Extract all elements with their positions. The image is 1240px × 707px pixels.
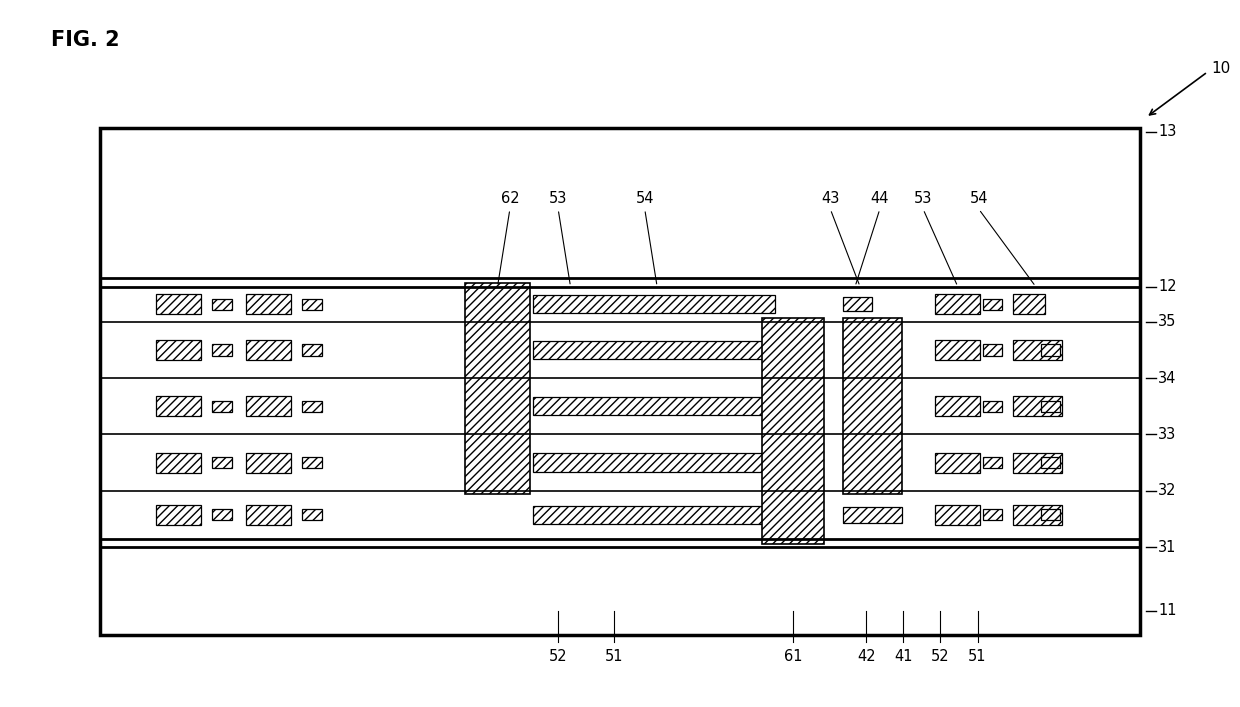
Bar bbox=[156, 397, 201, 416]
Bar bbox=[212, 457, 232, 468]
Bar bbox=[247, 340, 291, 360]
Bar bbox=[212, 509, 232, 520]
Bar bbox=[156, 340, 201, 360]
Bar bbox=[303, 344, 322, 356]
Text: 61: 61 bbox=[784, 649, 802, 665]
Bar bbox=[982, 509, 1002, 520]
Text: 35: 35 bbox=[1158, 315, 1177, 329]
Bar bbox=[843, 507, 901, 522]
Text: 41: 41 bbox=[894, 649, 913, 665]
Bar bbox=[156, 452, 201, 472]
Bar bbox=[1040, 457, 1060, 468]
Bar bbox=[982, 457, 1002, 468]
Text: 11: 11 bbox=[1158, 603, 1177, 618]
Bar bbox=[465, 283, 529, 494]
Bar bbox=[100, 128, 1140, 635]
Bar bbox=[303, 457, 322, 468]
Bar bbox=[935, 505, 980, 525]
Bar bbox=[1040, 401, 1060, 412]
Bar bbox=[982, 298, 1002, 310]
Text: 34: 34 bbox=[1158, 370, 1177, 385]
Text: 43: 43 bbox=[821, 191, 839, 206]
Bar bbox=[533, 295, 775, 313]
Bar bbox=[156, 294, 201, 314]
Text: 52: 52 bbox=[549, 649, 568, 665]
Bar bbox=[935, 397, 980, 416]
Text: 32: 32 bbox=[1158, 484, 1177, 498]
Text: 53: 53 bbox=[549, 191, 568, 206]
Text: 62: 62 bbox=[501, 191, 520, 206]
Text: 42: 42 bbox=[857, 649, 875, 665]
Bar bbox=[1040, 509, 1060, 520]
Bar bbox=[533, 341, 775, 359]
Bar bbox=[935, 452, 980, 472]
Bar bbox=[533, 397, 775, 416]
Bar bbox=[1013, 452, 1063, 472]
Bar bbox=[303, 509, 322, 520]
Bar bbox=[303, 401, 322, 412]
Bar bbox=[303, 298, 322, 310]
Bar bbox=[843, 297, 873, 311]
Bar bbox=[982, 344, 1002, 356]
Bar bbox=[533, 506, 775, 524]
Text: 54: 54 bbox=[970, 191, 988, 206]
Bar bbox=[212, 344, 232, 356]
Text: 12: 12 bbox=[1158, 279, 1177, 294]
Bar bbox=[212, 298, 232, 310]
Bar bbox=[247, 452, 291, 472]
Text: 13: 13 bbox=[1158, 124, 1177, 139]
Text: 44: 44 bbox=[870, 191, 889, 206]
Text: 53: 53 bbox=[914, 191, 932, 206]
Text: 33: 33 bbox=[1158, 427, 1177, 442]
Bar bbox=[212, 401, 232, 412]
Bar bbox=[982, 401, 1002, 412]
Bar bbox=[1013, 294, 1044, 314]
Text: 10: 10 bbox=[1211, 61, 1230, 76]
Bar bbox=[843, 318, 901, 494]
Bar bbox=[1013, 340, 1063, 360]
Bar bbox=[247, 505, 291, 525]
Bar bbox=[156, 505, 201, 525]
Text: FIG. 2: FIG. 2 bbox=[51, 30, 119, 49]
Bar bbox=[935, 294, 980, 314]
Text: 31: 31 bbox=[1158, 539, 1177, 555]
Bar bbox=[763, 318, 825, 544]
Bar bbox=[935, 340, 980, 360]
Text: 51: 51 bbox=[968, 649, 987, 665]
Text: 51: 51 bbox=[605, 649, 622, 665]
Text: 54: 54 bbox=[635, 191, 653, 206]
Bar bbox=[1040, 344, 1060, 356]
Text: 52: 52 bbox=[931, 649, 950, 665]
Bar bbox=[533, 453, 775, 472]
Bar bbox=[247, 397, 291, 416]
Bar bbox=[1013, 397, 1063, 416]
Bar bbox=[247, 294, 291, 314]
Bar bbox=[1013, 505, 1063, 525]
